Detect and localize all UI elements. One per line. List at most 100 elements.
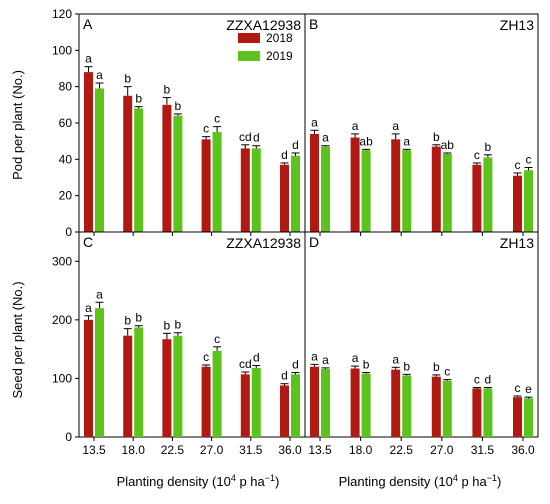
bar: [201, 139, 211, 232]
x-axis-label-right-sup: 4: [453, 473, 458, 483]
significance-letter: b: [433, 360, 440, 374]
x-axis-label-left-end: ): [275, 474, 279, 489]
bar: [524, 170, 533, 232]
panel-title: ZH13: [500, 17, 534, 33]
bar: [251, 367, 261, 437]
x-axis-label-right-end: ): [497, 474, 501, 489]
x-axis-label-right-text: Planting density (10: [339, 474, 453, 489]
significance-letter: d: [292, 358, 299, 372]
bar: [513, 175, 522, 232]
bar: [402, 150, 412, 232]
significance-letter: c: [474, 373, 480, 387]
panel-frame: [78, 13, 306, 233]
significance-letter: b: [135, 311, 142, 325]
significance-letter: a: [392, 352, 399, 366]
bar: [84, 319, 93, 437]
significance-letter: d: [253, 351, 260, 365]
bar: [442, 153, 452, 232]
significance-letter: c: [515, 381, 521, 395]
legend-swatch: [238, 33, 260, 43]
significance-letter: a: [403, 134, 410, 148]
bar: [391, 369, 401, 437]
bar: [291, 155, 300, 232]
significance-letter: c: [214, 112, 220, 126]
significance-letter: c: [214, 332, 220, 346]
significance-letter: b: [433, 130, 440, 144]
x-tick-label: 13.5: [82, 443, 106, 457]
x-tick-label: 31.5: [239, 443, 263, 457]
y-tick-label: 40: [59, 152, 73, 166]
bar: [95, 88, 104, 232]
bar: [442, 380, 452, 437]
x-tick-label: 22.5: [161, 443, 185, 457]
bar: [431, 376, 441, 437]
panel-title: ZZXA12938: [226, 17, 301, 33]
x-tick-label: 18.0: [122, 443, 146, 457]
significance-letter: c: [203, 350, 209, 364]
bar: [402, 375, 412, 437]
significance-letter: e: [525, 382, 532, 396]
significance-letter: d: [281, 369, 288, 383]
significance-letter: ab: [441, 138, 455, 152]
bar: [201, 366, 211, 437]
x-axis-label-left-text: Planting density (10: [117, 474, 231, 489]
significance-letter: a: [96, 68, 103, 82]
bar: [134, 327, 144, 437]
panel-frame: [78, 231, 306, 438]
x-axis-label-left-sup: 4: [231, 473, 236, 483]
bar: [212, 132, 222, 232]
bar: [123, 335, 133, 437]
y-axis-label-pod: Pod per plant (No.): [10, 70, 25, 180]
significance-letter: cd: [239, 357, 252, 371]
x-axis-label-left: Planting density (104 p ha−1): [117, 473, 280, 489]
y-tick-label: 120: [52, 7, 72, 21]
x-tick-label: 27.0: [200, 443, 224, 457]
bar: [391, 139, 401, 232]
y-tick-label: 100: [52, 371, 72, 385]
significance-letter: d: [253, 131, 260, 145]
panel-frame: [304, 231, 539, 438]
x-tick-label: 36.0: [278, 443, 302, 457]
significance-letter: b: [403, 359, 410, 373]
y-tick-label: 200: [52, 313, 72, 327]
bar: [361, 373, 371, 437]
y-axis-label-seed: Seed per plant (No.): [10, 281, 25, 398]
significance-letter: b: [175, 318, 182, 332]
x-axis-label-left-text2: p ha: [236, 474, 266, 489]
significance-letter: c: [203, 122, 209, 136]
y-tick-label: 60: [59, 116, 73, 130]
x-tick-label: 31.5: [471, 443, 495, 457]
bar: [280, 164, 289, 232]
panel-c: 0 100 200 300 13.5 18.0 22.5 27.0 31.5 36.0 C ZZXA1…: [52, 231, 306, 457]
significance-letter: b: [363, 358, 370, 372]
significance-letter: d: [485, 373, 492, 387]
bar: [472, 164, 482, 232]
x-tick-label: 36.0: [511, 443, 535, 457]
bar: [240, 374, 250, 437]
significance-letter: a: [352, 351, 359, 365]
x-tick-label: 18.0: [349, 443, 373, 457]
x-axis-label-right: Planting density (104 p ha−1): [339, 473, 502, 489]
y-tick-label: 80: [59, 80, 73, 94]
panel-frame: [304, 13, 539, 233]
panel-letter: A: [83, 16, 93, 32]
significance-letter: d: [281, 148, 288, 162]
x-axis-label-left-sup2: −1: [265, 473, 275, 483]
significance-letter: a: [322, 131, 329, 145]
bar: [173, 335, 183, 437]
y-tick-label: 0: [65, 225, 72, 239]
significance-letter: a: [311, 115, 318, 129]
significance-letter: a: [85, 301, 92, 315]
significance-letter: c: [444, 365, 450, 379]
bar: [310, 366, 319, 437]
bar: [95, 308, 104, 437]
significance-letter: a: [322, 353, 329, 367]
panel-title: ZH13: [500, 235, 534, 251]
bar: [310, 133, 319, 232]
bar: [483, 157, 493, 232]
bar: [350, 137, 360, 232]
